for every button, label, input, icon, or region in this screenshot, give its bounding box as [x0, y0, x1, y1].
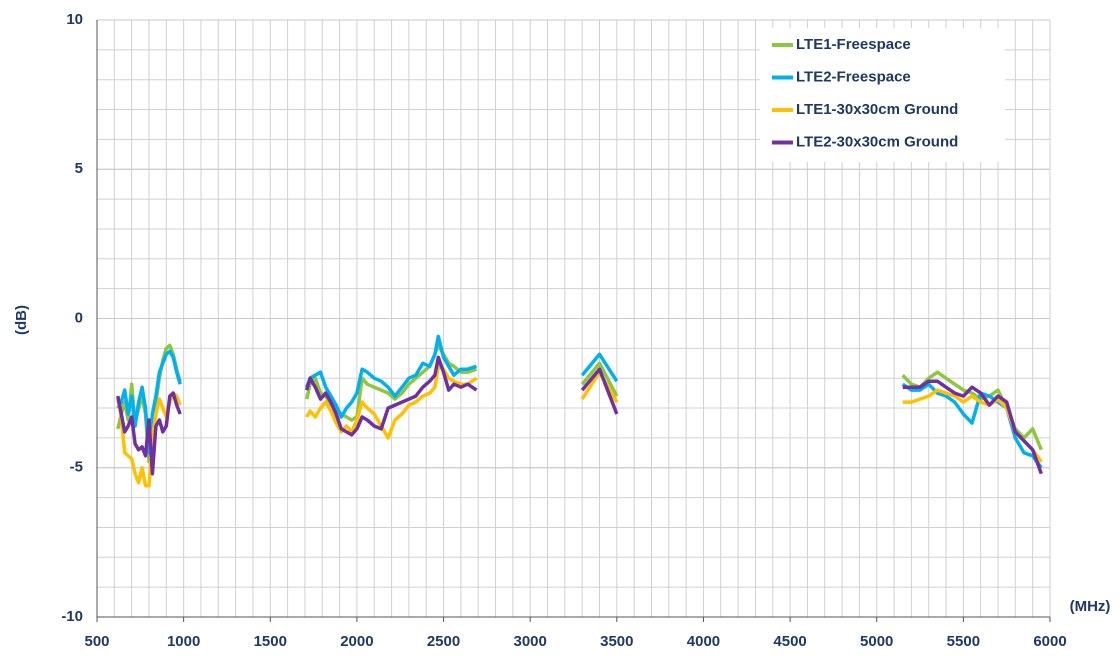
series-line	[116, 364, 1043, 488]
x-tick-label: 1000	[167, 633, 200, 650]
x-tick-label: 5500	[947, 633, 980, 650]
y-axis-label: (dB)	[13, 305, 30, 335]
x-tick-label: 500	[84, 633, 109, 650]
legend-label: LTE1-Freespace	[796, 36, 911, 53]
x-tick-label: 2000	[340, 633, 373, 650]
series-line	[116, 334, 1043, 469]
legend-label: LTE2-30x30cm Ground	[796, 133, 958, 150]
legend-label: LTE1-30x30cm Ground	[796, 101, 958, 118]
series-line	[116, 355, 1043, 476]
y-tick-label: 10	[66, 11, 83, 28]
x-tick-label: 2500	[427, 633, 460, 650]
x-tick-label: 3500	[600, 633, 633, 650]
y-tick-label: 0	[75, 309, 83, 326]
x-tick-label: 3000	[513, 633, 546, 650]
legend-box	[760, 28, 1005, 162]
y-tick-label: 5	[75, 160, 83, 177]
x-tick-label: 4000	[687, 633, 720, 650]
legend-label: LTE2-Freespace	[796, 68, 911, 85]
x-axis-label: (MHz)	[1070, 598, 1111, 615]
x-tick-label: 1500	[254, 633, 287, 650]
x-tick-label: 4500	[773, 633, 806, 650]
x-tick-label: 6000	[1033, 633, 1066, 650]
y-tick-label: -10	[61, 608, 83, 625]
x-tick-label: 5000	[860, 633, 893, 650]
y-tick-label: -5	[70, 459, 83, 476]
